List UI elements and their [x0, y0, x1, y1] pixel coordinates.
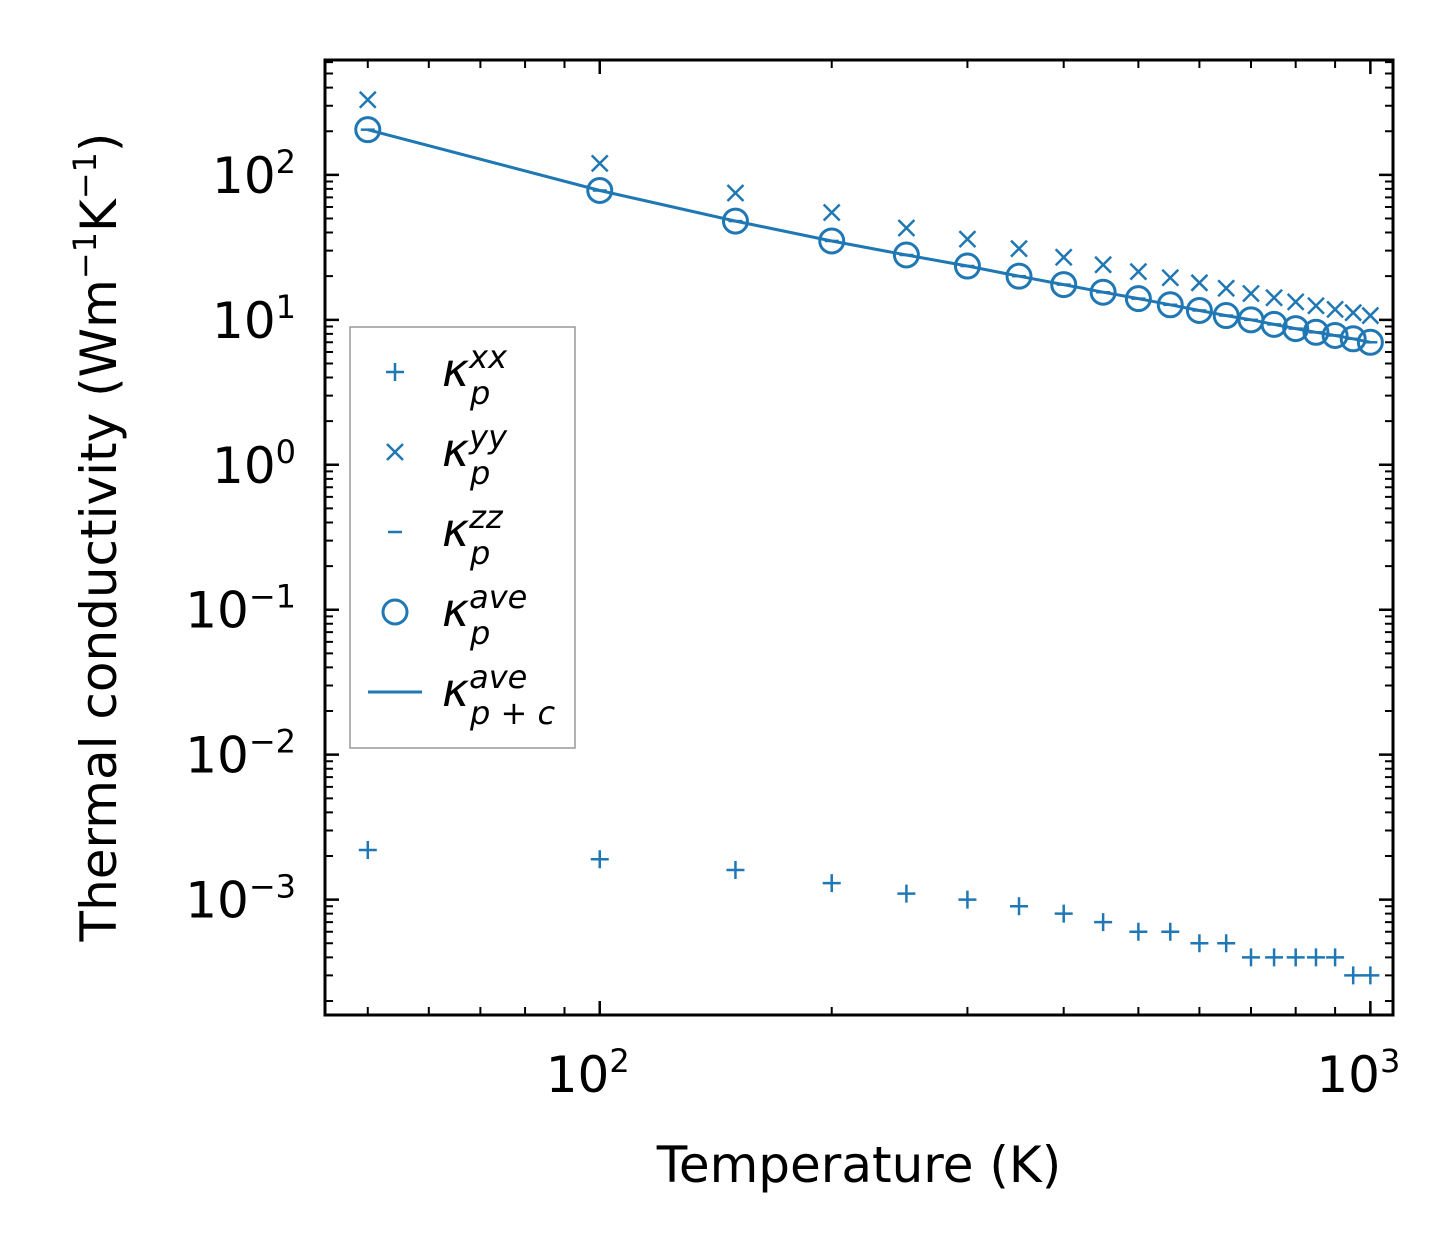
series-kappa_p_xx [358, 840, 1380, 985]
data-point [354, 116, 382, 144]
legend-label: κave p + c [442, 658, 555, 732]
series-line [367, 128, 1371, 344]
legend-label: κzz p [442, 498, 504, 572]
data-point [1286, 948, 1305, 967]
legend-entry: κzz p [388, 498, 504, 572]
data-point [1217, 934, 1236, 953]
data-point [1089, 278, 1117, 306]
data-point [1054, 904, 1073, 923]
data-point [358, 840, 377, 859]
data-point [1306, 948, 1325, 967]
data-point [1094, 913, 1113, 932]
y-tick-label: 101 [212, 288, 296, 350]
data-point [1282, 315, 1310, 343]
data-point [1156, 291, 1184, 319]
data-point [1326, 300, 1344, 319]
legend-marker [386, 443, 404, 461]
plot-frame [323, 58, 1395, 1017]
data-point [1265, 288, 1283, 307]
data-point [1321, 321, 1349, 349]
data-point [1339, 325, 1367, 353]
legend-label: κave p [442, 578, 527, 652]
tick-labels: 102 103 102 101 100 10−1 10−2 10−3 [185, 143, 1400, 1104]
data-point [1005, 262, 1033, 290]
data-point [1161, 922, 1180, 941]
data-point [1094, 255, 1113, 274]
data-point [1286, 292, 1305, 311]
series-kappa_pc_ave [367, 128, 1371, 344]
legend-entry: κxx p [386, 338, 508, 412]
data-point [1361, 306, 1380, 325]
series-kappa_p_ave [354, 116, 1384, 356]
data-point [1129, 922, 1148, 941]
data-point [1344, 966, 1363, 985]
y-tick-label: 100 [212, 433, 296, 495]
legend-box [349, 326, 576, 749]
legend-entry: κyy p [386, 418, 508, 492]
data-point [958, 230, 977, 249]
data-point [1161, 268, 1180, 287]
data-point [1190, 273, 1209, 292]
data-point [1307, 296, 1325, 315]
legend-entry: κave p + c [368, 658, 555, 732]
data-point [590, 154, 609, 173]
x-axis-title: Temperature (K) [656, 1136, 1061, 1194]
data-point [1217, 279, 1236, 298]
legend-marker [386, 363, 404, 381]
data-point [1302, 318, 1330, 346]
data-point [897, 884, 916, 903]
x-tick-label: 102 [546, 1042, 630, 1104]
data-point [1361, 966, 1380, 985]
series-kappa_p_yy [358, 90, 1380, 325]
data-point [822, 203, 841, 222]
data-point [1010, 239, 1028, 258]
data-point [1260, 310, 1288, 338]
legend-entry: κave p [381, 578, 527, 652]
data-point [1124, 285, 1152, 313]
data-point [818, 227, 846, 255]
legend-label: κyy p [442, 418, 508, 492]
y-tick-label: 10−1 [185, 578, 296, 640]
data-point [1356, 328, 1384, 356]
legend-marker [381, 598, 409, 626]
data-point [1344, 303, 1363, 322]
y-axis-title: Thermal conductivity (Wm−1K−1) [66, 133, 128, 943]
data-point [1050, 271, 1078, 299]
legend-label: κxx p [442, 338, 508, 412]
data-point [726, 861, 745, 880]
data-point [1185, 296, 1213, 324]
data-point [897, 219, 916, 237]
data-marks [354, 90, 1384, 985]
x-tick-label: 103 [1316, 1042, 1400, 1104]
data-point [358, 90, 377, 109]
series-kappa_p_zz [360, 128, 1378, 344]
data-point [1265, 948, 1284, 967]
data-point [586, 177, 614, 205]
y-tick-label: 10−2 [185, 723, 296, 785]
data-point [1129, 262, 1148, 281]
data-point [1054, 248, 1073, 267]
data-point [1190, 934, 1209, 953]
y-tick-label: 102 [212, 143, 296, 205]
data-point [892, 241, 920, 269]
data-point [721, 207, 749, 235]
data-point [958, 890, 977, 909]
data-point [590, 850, 609, 869]
data-point [1010, 897, 1029, 916]
data-point [726, 184, 745, 202]
data-point [1242, 284, 1260, 303]
data-point [953, 252, 981, 280]
data-point [1241, 948, 1260, 967]
data-point [822, 874, 841, 893]
data-point [1326, 948, 1345, 967]
y-tick-label: 10−3 [185, 868, 296, 930]
